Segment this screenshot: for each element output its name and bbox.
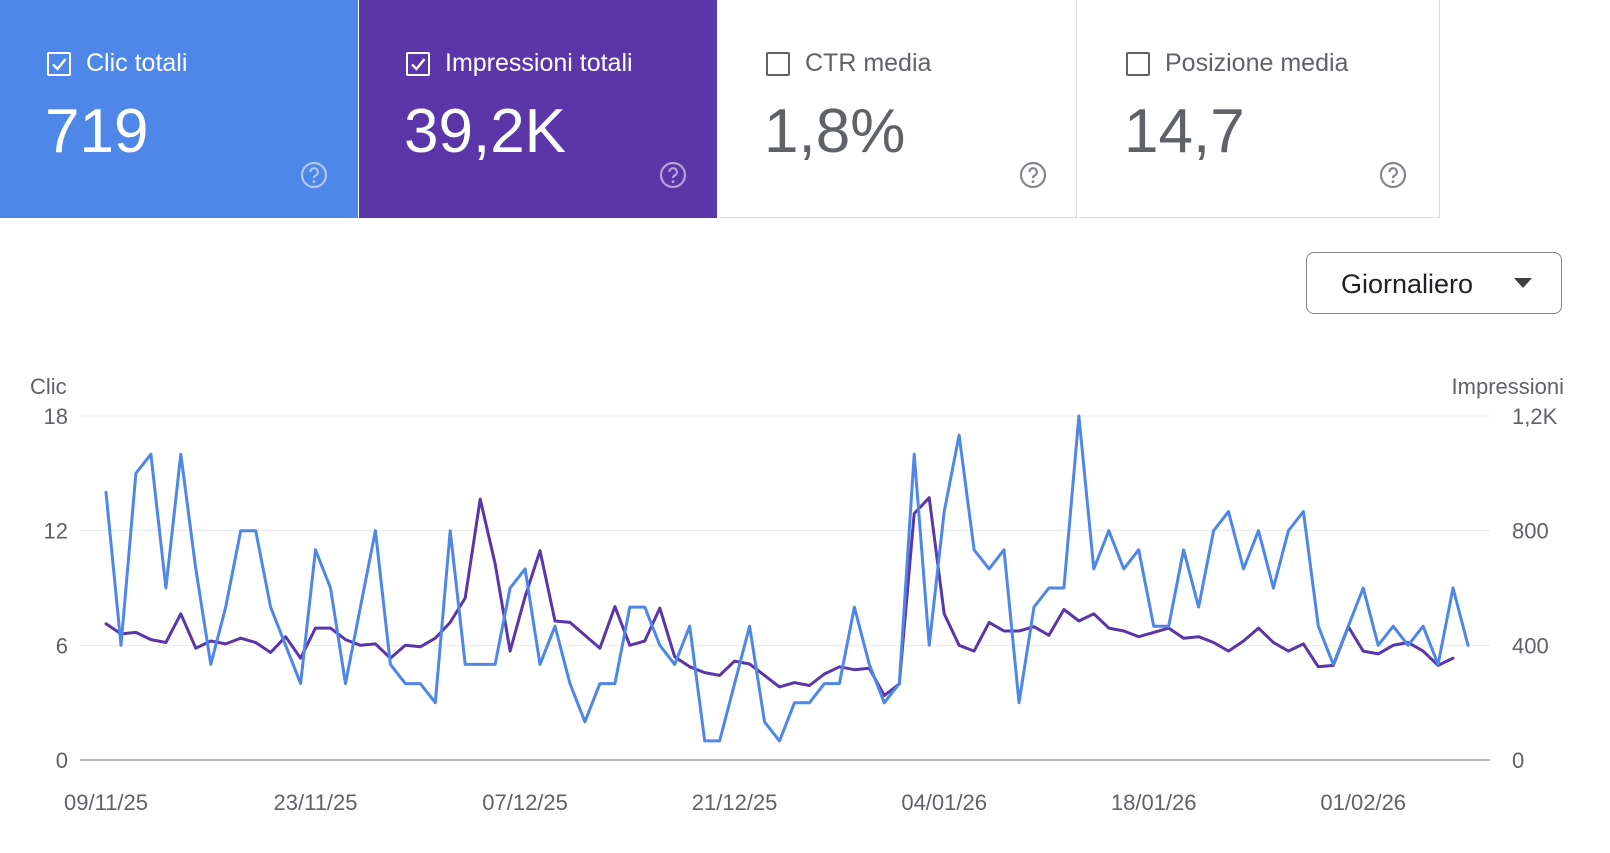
granularity-dropdown[interactable]: Giornaliero bbox=[1306, 252, 1562, 314]
x-axis-tick-label: 23/11/25 bbox=[274, 790, 358, 815]
help-circle-icon[interactable] bbox=[1379, 161, 1407, 189]
granularity-label: Giornaliero bbox=[1341, 269, 1474, 299]
x-axis-tick-label: 21/12/25 bbox=[692, 790, 778, 815]
performance-chart: Clic Impressioni 18 1,2K 12 800 6 400 0 0 09/11/… bbox=[0, 370, 1610, 848]
help-circle-icon[interactable] bbox=[659, 161, 687, 189]
metric-card-position[interactable]: Posizione media 14,7 bbox=[1079, 0, 1440, 218]
metric-value: 719 bbox=[45, 97, 149, 166]
x-axis-tick-label: 07/12/25 bbox=[482, 790, 568, 815]
checkbox-unchecked-icon[interactable] bbox=[766, 52, 790, 76]
left-axis-tick-label: 0 bbox=[56, 748, 68, 773]
metric-label: Clic totali bbox=[86, 49, 188, 77]
help-circle-icon[interactable] bbox=[300, 161, 328, 189]
x-axis-tick-label: 04/01/26 bbox=[901, 790, 987, 815]
right-axis-tick-label: 800 bbox=[1512, 519, 1549, 544]
left-axis-tick-label: 18 bbox=[44, 404, 68, 429]
clicks-series-line[interactable] bbox=[104, 414, 1470, 743]
metric-card-ctr[interactable]: CTR media 1,8% bbox=[719, 0, 1077, 218]
right-axis-tick-label: 400 bbox=[1512, 633, 1549, 658]
metric-card-impressions[interactable]: Impressioni totali 39,2K bbox=[359, 0, 717, 218]
left-axis-tick-label: 12 bbox=[44, 519, 68, 544]
right-axis-title: Impressioni bbox=[1452, 374, 1564, 399]
metric-card-clicks[interactable]: Clic totali 719 bbox=[0, 0, 358, 218]
metric-cards: Clic totali 719 Impressioni totali 39,2K… bbox=[0, 0, 1440, 218]
checkbox-checked-icon[interactable] bbox=[406, 52, 430, 76]
grid-lines bbox=[80, 415, 1490, 761]
axis-ticks: 18 1,2K 12 800 6 400 0 0 09/11/25 23/11/25 07/12/2… bbox=[44, 404, 1558, 815]
metric-value: 1,8% bbox=[764, 97, 906, 166]
left-axis-title: Clic bbox=[30, 374, 67, 399]
checkbox-unchecked-icon[interactable] bbox=[1126, 52, 1150, 76]
arrow-drop-down-icon bbox=[1514, 278, 1532, 288]
metric-label: CTR media bbox=[805, 49, 932, 77]
chart-svg: Clic Impressioni 18 1,2K 12 800 6 400 0 0 09/11/… bbox=[30, 374, 1564, 815]
left-axis-tick-label: 6 bbox=[56, 633, 68, 658]
metric-value: 39,2K bbox=[404, 97, 567, 166]
metric-label: Posizione media bbox=[1165, 49, 1349, 77]
right-axis-tick-label: 1,2K bbox=[1512, 404, 1558, 429]
series-lines bbox=[104, 414, 1470, 743]
right-axis-tick-label: 0 bbox=[1512, 748, 1524, 773]
checkbox-checked-icon[interactable] bbox=[47, 52, 71, 76]
impressions-series-line[interactable] bbox=[104, 496, 1455, 697]
x-axis-tick-label: 18/01/26 bbox=[1111, 790, 1197, 815]
metric-label: Impressioni totali bbox=[445, 49, 633, 77]
help-circle-icon[interactable] bbox=[1019, 161, 1047, 189]
x-axis-tick-label: 01/02/26 bbox=[1320, 790, 1406, 815]
x-axis-tick-label: 09/11/25 bbox=[64, 790, 148, 815]
metric-value: 14,7 bbox=[1124, 97, 1245, 166]
